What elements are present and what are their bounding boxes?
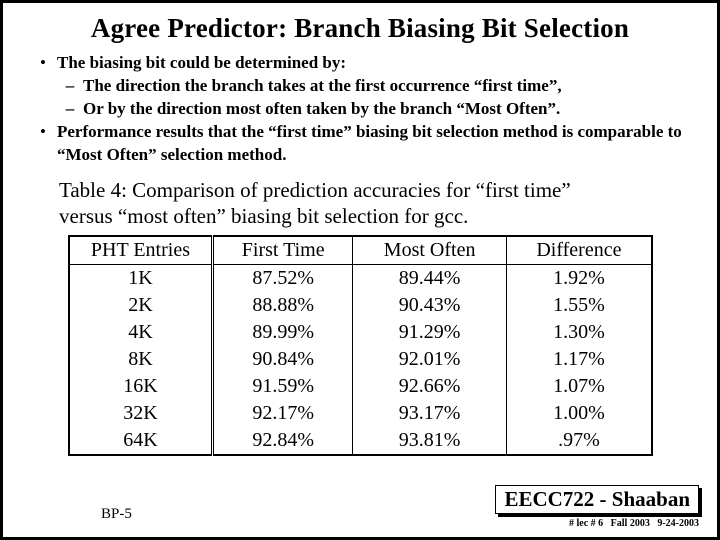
bullet-text: Performance results that the “first time… — [57, 121, 699, 167]
table-body: 1K 87.52% 89.44% 1.92% 2K 88.88% 90.43% … — [69, 265, 652, 456]
sub-bullet-1: – The direction the branch takes at the … — [57, 75, 699, 98]
bullet-marker: • — [29, 121, 57, 167]
bullet-marker: • — [29, 52, 57, 75]
slide-footer: BP-5 EECC722 - Shaaban # lec # 6 Fall 20… — [21, 485, 699, 529]
slide-frame: Agree Predictor: Branch Biasing Bit Sele… — [0, 0, 720, 540]
table-row: 2K 88.88% 90.43% 1.55% — [69, 292, 652, 319]
cell: 1.00% — [507, 400, 652, 427]
bullet-list: • The biasing bit could be determined by… — [29, 52, 699, 167]
sub-bullet-text: Or by the direction most often taken by … — [83, 98, 699, 121]
dash-marker: – — [57, 98, 83, 121]
cell: .97% — [507, 427, 652, 455]
th-diff: Difference — [507, 236, 652, 265]
cell: 1.07% — [507, 373, 652, 400]
cell: 92.01% — [352, 346, 506, 373]
cell: 2K — [69, 292, 213, 319]
footer-right: EECC722 - Shaaban # lec # 6 Fall 2003 9-… — [495, 485, 699, 529]
th-most: Most Often — [352, 236, 506, 265]
table-row: 16K 91.59% 92.66% 1.07% — [69, 373, 652, 400]
dash-marker: – — [57, 75, 83, 98]
cell: 4K — [69, 319, 213, 346]
cell: 1.92% — [507, 265, 652, 293]
cell: 32K — [69, 400, 213, 427]
cell: 92.17% — [213, 400, 353, 427]
cell: 8K — [69, 346, 213, 373]
cell: 88.88% — [213, 292, 353, 319]
footer-left: BP-5 — [101, 506, 132, 523]
table-header-row: PHT Entries First Time Most Often Differ… — [69, 236, 652, 265]
cell: 1.55% — [507, 292, 652, 319]
cell: 64K — [69, 427, 213, 455]
course-label: EECC722 - Shaaban — [495, 485, 699, 514]
table-caption: Table 4: Comparison of prediction accura… — [59, 177, 699, 230]
sub-bullet-2: – Or by the direction most often taken b… — [57, 98, 699, 121]
cell: 92.84% — [213, 427, 353, 455]
cell: 92.66% — [352, 373, 506, 400]
cell: 91.29% — [352, 319, 506, 346]
caption-line-2: versus “most often” biasing bit selectio… — [59, 204, 468, 228]
cell: 93.17% — [352, 400, 506, 427]
cell: 1K — [69, 265, 213, 293]
cell: 90.84% — [213, 346, 353, 373]
comparison-table: PHT Entries First Time Most Often Differ… — [68, 235, 653, 456]
table-row: 1K 87.52% 89.44% 1.92% — [69, 265, 652, 293]
table-row: 4K 89.99% 91.29% 1.30% — [69, 319, 652, 346]
slide-title: Agree Predictor: Branch Biasing Bit Sele… — [21, 13, 699, 44]
table-row: 32K 92.17% 93.17% 1.00% — [69, 400, 652, 427]
cell: 89.44% — [352, 265, 506, 293]
sub-bullet-text: The direction the branch takes at the fi… — [83, 75, 699, 98]
cell: 93.81% — [352, 427, 506, 455]
cell: 89.99% — [213, 319, 353, 346]
table-row: 64K 92.84% 93.81% .97% — [69, 427, 652, 455]
cell: 91.59% — [213, 373, 353, 400]
cell: 16K — [69, 373, 213, 400]
bullet-text: The biasing bit could be determined by: — [57, 52, 699, 75]
caption-line-1: Table 4: Comparison of prediction accura… — [59, 178, 571, 202]
bullet-2: • Performance results that the “first ti… — [29, 121, 699, 167]
cell: 1.17% — [507, 346, 652, 373]
table-row: 8K 90.84% 92.01% 1.17% — [69, 346, 652, 373]
th-pht: PHT Entries — [69, 236, 213, 265]
bullet-1: • The biasing bit could be determined by… — [29, 52, 699, 75]
th-first: First Time — [213, 236, 353, 265]
cell: 87.52% — [213, 265, 353, 293]
cell: 1.30% — [507, 319, 652, 346]
cell: 90.43% — [352, 292, 506, 319]
lecture-info: # lec # 6 Fall 2003 9-24-2003 — [495, 518, 699, 529]
